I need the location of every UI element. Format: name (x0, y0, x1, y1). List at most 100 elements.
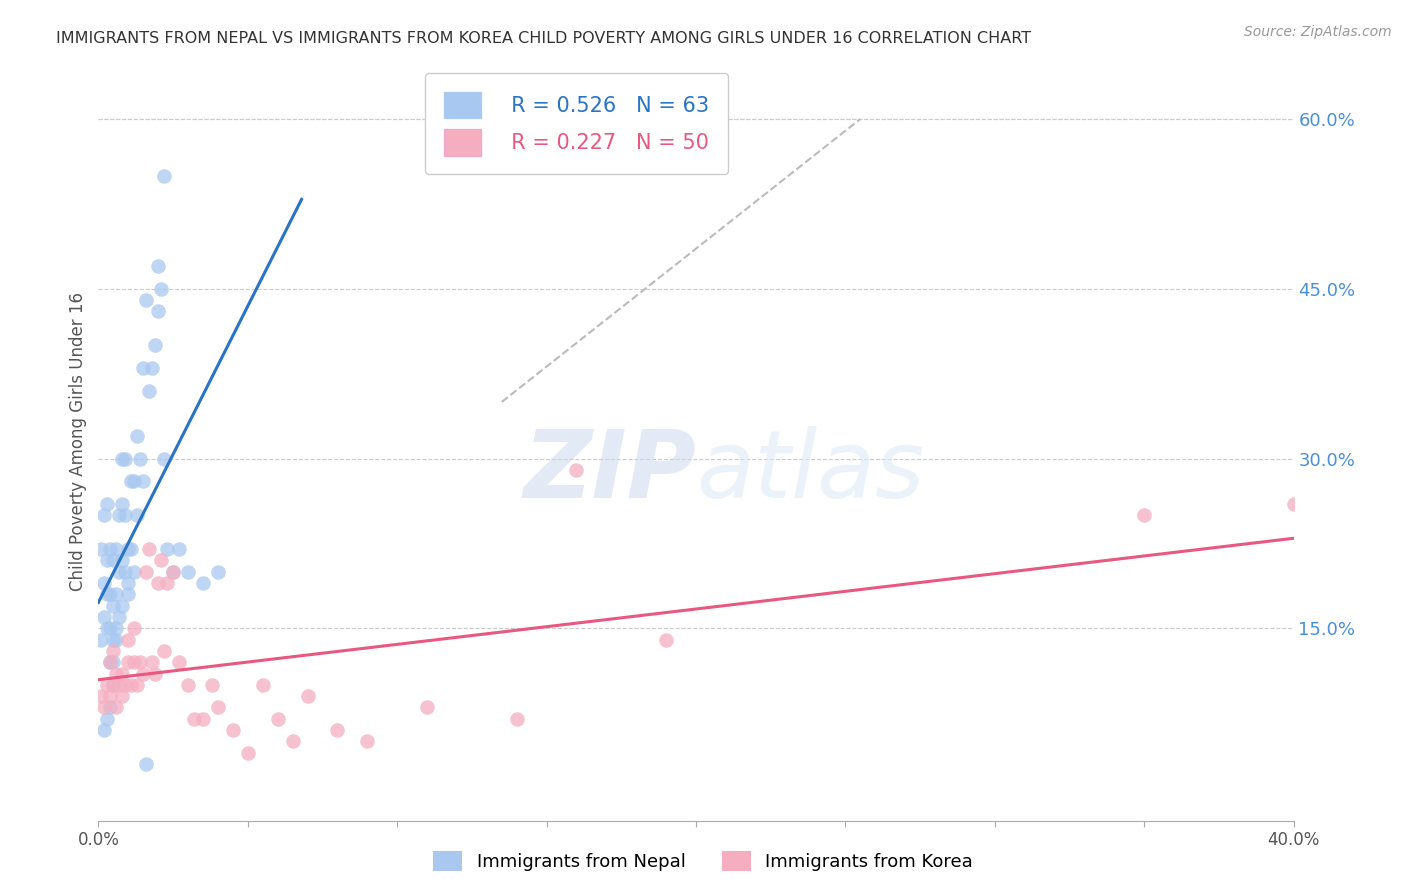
Point (191, 576, 214, 591)
Point (162, 565, 184, 579)
Point (105, 542, 128, 557)
Point (177, 565, 200, 579)
Point (124, 565, 146, 579)
Point (207, 565, 229, 579)
Text: ZIP: ZIP (523, 425, 696, 518)
Point (93, 508, 115, 522)
Point (96, 678, 118, 692)
Point (93, 700, 115, 714)
Point (103, 678, 125, 692)
Point (111, 599, 134, 613)
Point (141, 655, 163, 669)
Point (252, 678, 274, 692)
Point (124, 621, 146, 635)
Point (281, 734, 304, 748)
Point (105, 621, 128, 635)
Point (191, 712, 214, 726)
Point (416, 700, 439, 714)
Point (129, 451, 152, 466)
Legend:   R = 0.526   N = 63,   R = 0.227   N = 50: R = 0.526 N = 63, R = 0.227 N = 50 (425, 73, 728, 174)
Point (326, 723, 349, 738)
Point (148, 304, 170, 318)
Point (1133, 508, 1156, 522)
Point (150, 282, 173, 296)
Point (114, 508, 136, 522)
Point (356, 734, 378, 748)
Point (148, 576, 170, 591)
Point (162, 565, 184, 579)
Point (96, 587, 118, 601)
Point (655, 632, 678, 647)
Point (117, 632, 139, 647)
Point (124, 655, 146, 669)
Point (138, 384, 160, 398)
Point (127, 678, 149, 692)
Text: atlas: atlas (696, 426, 924, 517)
Point (108, 610, 131, 624)
Point (150, 553, 173, 567)
Point (93, 576, 115, 591)
Point (135, 565, 157, 579)
Point (98, 689, 122, 703)
Point (114, 451, 136, 466)
Point (156, 542, 179, 557)
Point (153, 451, 176, 466)
Point (267, 712, 290, 726)
Point (93, 723, 115, 738)
Point (111, 689, 134, 703)
Point (167, 655, 190, 669)
Point (153, 644, 176, 658)
Point (114, 565, 136, 579)
Point (127, 508, 149, 522)
Point (177, 678, 200, 692)
Point (105, 700, 128, 714)
Point (141, 361, 163, 376)
Point (129, 655, 152, 669)
Y-axis label: Child Poverty Among Girls Under 16: Child Poverty Among Girls Under 16 (69, 292, 87, 591)
Text: IMMIGRANTS FROM NEPAL VS IMMIGRANTS FROM KOREA CHILD POVERTY AMONG GIRLS UNDER 1: IMMIGRANTS FROM NEPAL VS IMMIGRANTS FROM… (56, 31, 1032, 46)
Point (297, 689, 319, 703)
Text: Source: ZipAtlas.com: Source: ZipAtlas.com (1244, 25, 1392, 39)
Point (98, 700, 122, 714)
Point (132, 474, 155, 488)
Point (103, 632, 125, 647)
Point (127, 429, 149, 443)
Point (117, 655, 139, 669)
Point (90, 632, 112, 647)
Point (105, 587, 128, 601)
Point (98, 621, 122, 635)
Point (132, 361, 155, 376)
Point (143, 666, 166, 681)
Point (105, 666, 128, 681)
Point (222, 723, 245, 738)
Point (506, 712, 529, 726)
Point (96, 553, 118, 567)
Point (114, 678, 136, 692)
Point (120, 542, 142, 557)
Point (124, 474, 146, 488)
Point (1282, 497, 1305, 511)
Point (138, 542, 160, 557)
Point (103, 678, 125, 692)
Legend: Immigrants from Nepal, Immigrants from Korea: Immigrants from Nepal, Immigrants from K… (426, 844, 980, 879)
Point (120, 474, 142, 488)
Point (96, 621, 118, 635)
Point (103, 553, 125, 567)
Point (148, 259, 170, 273)
Point (108, 678, 131, 692)
Point (111, 497, 134, 511)
Point (96, 712, 118, 726)
Point (111, 451, 134, 466)
Point (103, 655, 125, 669)
Point (207, 700, 229, 714)
Point (98, 655, 122, 669)
Point (98, 655, 122, 669)
Point (96, 497, 118, 511)
Point (103, 644, 125, 658)
Point (105, 632, 128, 647)
Point (183, 712, 205, 726)
Point (103, 599, 125, 613)
Point (156, 576, 179, 591)
Point (111, 666, 134, 681)
Point (111, 553, 134, 567)
